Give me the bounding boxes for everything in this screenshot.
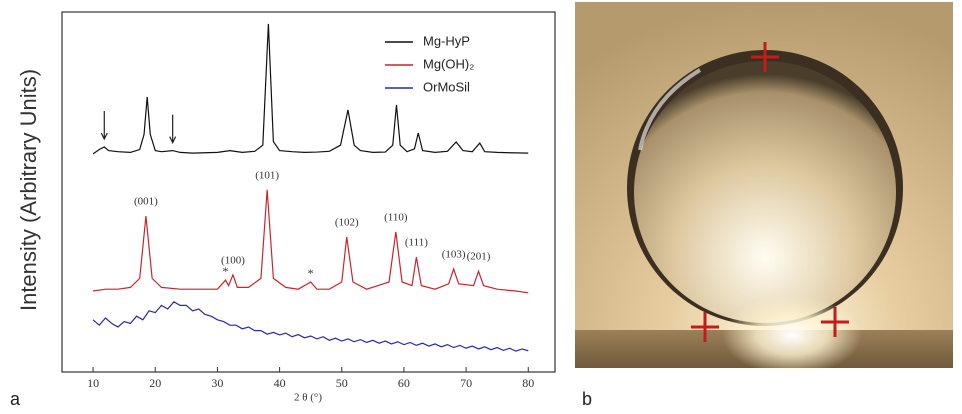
data-line [92,23,529,155]
panel-label: b [582,389,592,409]
x-axis-label: 2 θ (°) [294,392,322,404]
peak-label: * [223,264,229,278]
peak-label: (102) [335,217,359,229]
x-tick-label: 60 [398,376,410,390]
data-line [92,301,529,352]
x-tick-label: 80 [522,376,534,390]
x-tick-label: 10 [87,376,99,390]
panel-label: a [10,389,21,409]
legend-label: Mg(OH)₂ [423,56,474,71]
arrow [100,111,108,141]
x-tick-label: 20 [149,376,161,390]
photo [575,2,953,375]
peak-label: (101) [255,169,279,181]
peak-label: (100) [221,254,245,266]
x-tick-label: 40 [274,376,286,390]
plot-frame [61,11,556,373]
arrow [169,114,177,144]
y-axis-label: Intensity (Arbitrary Units) [16,69,41,311]
peak-label: (001) [134,196,158,208]
x-tick-label: 70 [460,376,472,390]
legend-label: OrMoSil [423,79,470,94]
peak-label: (110) [384,211,408,223]
x-tick-label: 30 [211,376,223,390]
x-tick-label: 50 [336,376,348,390]
peak-label: * [308,266,314,280]
peak-label: (111) [405,237,428,249]
peak-label: (201) [467,251,491,263]
data-line [92,189,529,294]
legend-label: Mg-HyP [423,33,470,48]
peak-label: (103) [442,249,466,261]
